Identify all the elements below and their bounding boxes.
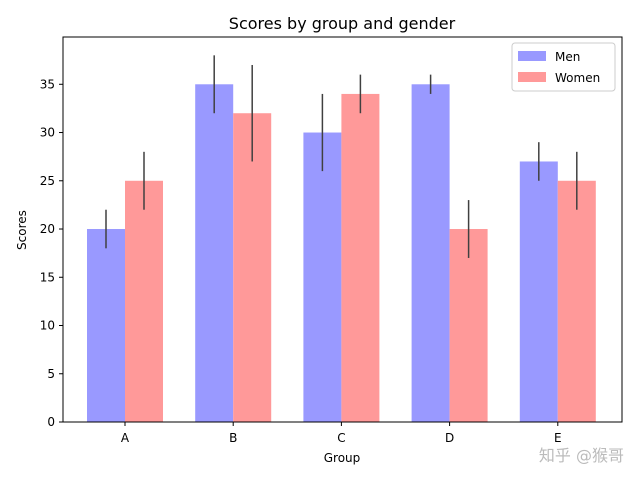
y-tick-label: 10 [40, 319, 55, 333]
bar-women-a [125, 180, 163, 422]
y-tick-label: 20 [40, 222, 55, 236]
legend: Men Women [511, 42, 616, 92]
bar-men-d [411, 84, 450, 422]
bar-women-b [233, 113, 272, 422]
y-tick-label: 15 [40, 270, 55, 284]
x-tick-label: C [337, 431, 345, 445]
legend-swatch-men [518, 51, 546, 61]
x-tick-label: B [229, 431, 237, 445]
legend-label-men: Men [555, 50, 580, 64]
x-tick-label: D [445, 431, 454, 445]
y-tick-label: 5 [47, 367, 55, 381]
watermark: 知乎 @猴哥 [538, 446, 624, 465]
bar-men-b [195, 84, 234, 422]
legend-swatch-women [518, 72, 546, 82]
y-tick-label: 35 [40, 77, 55, 91]
bar-women-c [341, 93, 380, 423]
plot-area: 0 5 10 15 20 25 30 35 A B C D E [40, 36, 623, 445]
x-tick-label: A [121, 431, 130, 445]
bar-women-e [557, 180, 596, 422]
bar-men-c [303, 132, 342, 423]
y-tick-label: 0 [47, 415, 55, 429]
chart-title: Scores by group and gender [229, 14, 456, 33]
x-axis-label: Group [324, 451, 361, 465]
bar-men-e [519, 161, 558, 422]
bar-men-a [87, 229, 125, 422]
bar-women-d [449, 229, 488, 422]
y-axis-label: Scores [15, 210, 29, 250]
y-tick-label: 30 [40, 126, 55, 140]
x-tick-label: E [554, 431, 562, 445]
y-tick-label: 25 [40, 174, 55, 188]
legend-label-women: Women [555, 71, 600, 85]
